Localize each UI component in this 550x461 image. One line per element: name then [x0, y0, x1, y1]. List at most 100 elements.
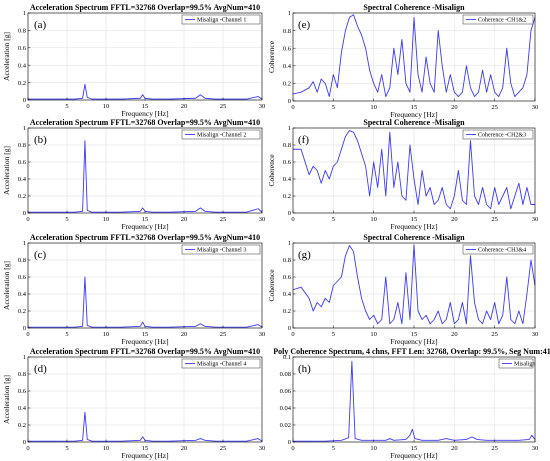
x-tick-label: 20 — [181, 445, 188, 452]
panel-letter: (c) — [34, 249, 47, 261]
x-tick-label: 25 — [491, 104, 498, 111]
y-tick-label: 0.1 — [283, 354, 291, 361]
y-tick-label: 1 — [23, 354, 26, 361]
x-tick-label: 0 — [291, 216, 294, 223]
x-tick-label: 15 — [411, 445, 418, 452]
x-tick-label: 25 — [220, 216, 227, 223]
y-axis-label: Acceleration [g] — [2, 32, 11, 81]
y-axis-label: Coherence — [267, 40, 276, 73]
x-tick-label: 0 — [291, 445, 294, 452]
x-axis-label: Frequency [Hz] — [121, 337, 168, 346]
series-line-g — [292, 244, 536, 325]
x-tick-label: 10 — [103, 216, 110, 223]
x-tick-label: 15 — [142, 445, 149, 452]
legend-box — [498, 358, 534, 369]
x-tick-label: 25 — [491, 331, 498, 338]
x-axis-label: Frequency [Hz] — [121, 451, 168, 460]
x-tick-label: 0 — [26, 331, 29, 338]
x-tick-label: 20 — [451, 104, 458, 111]
x-axis-label: Frequency [Hz] — [390, 337, 437, 346]
x-tick-label: 30 — [259, 103, 266, 110]
y-tick-label: 0 — [23, 325, 26, 332]
y-tick-label: 0.6 — [18, 45, 27, 52]
series-line-h — [293, 360, 536, 442]
y-tick-label: 0.4 — [18, 176, 27, 183]
y-tick-label: 0.8 — [283, 257, 291, 264]
panel-f: 0 5 10 15 20 25 30 0 0.2 0.4 0.6 0.8 1 Spectral Coher… — [267, 118, 538, 231]
y-tick-label: 0.4 — [283, 63, 292, 70]
panel-title: Spectral Coherence -Misalign — [363, 233, 465, 242]
legend-label: Misalign -Channel 2 — [197, 133, 246, 139]
x-tick-label: 5 — [65, 445, 68, 452]
y-tick-label: 0.6 — [18, 159, 27, 166]
x-tick-label: 5 — [332, 216, 335, 223]
legend-box — [462, 244, 534, 255]
y-tick-label: 0.4 — [18, 405, 27, 412]
panel-letter: (g) — [298, 249, 311, 261]
y-tick-label: 1 — [23, 240, 26, 247]
x-axis-label: Frequency [Hz] — [121, 222, 168, 231]
x-tick-label: 15 — [142, 331, 149, 338]
x-axis-label: Frequency [Hz] — [390, 451, 437, 460]
x-tick-label: 15 — [411, 104, 418, 111]
x-tick-label: 25 — [220, 445, 227, 452]
legend-label: Coherence -CH2&3 — [478, 133, 526, 139]
x-tick-label: 20 — [451, 331, 458, 338]
x-tick-label: 10 — [103, 445, 110, 452]
panel-a: 0 5 10 15 20 25 30 0 0.2 0.4 0.6 0.8 1 Acceleration S… — [2, 3, 265, 118]
y-tick-label: 0.02 — [280, 422, 291, 429]
x-tick-label: 5 — [332, 445, 335, 452]
y-tick-label: 0 — [288, 439, 291, 446]
y-axis-label: Acceleration [g] — [2, 261, 11, 310]
x-tick-label: 10 — [103, 331, 110, 338]
x-axis-label: Frequency [Hz] — [121, 109, 168, 118]
series-line-c — [28, 276, 263, 328]
y-tick-label: 0.2 — [18, 422, 26, 429]
panel-title: Acceleration Spectrum FFTL=32768 Overlap… — [30, 347, 260, 356]
y-tick-label: 0.8 — [18, 371, 26, 378]
x-tick-label: 0 — [26, 445, 29, 452]
panel-d: 0 5 10 15 20 25 30 0 0.2 0.4 0.6 0.8 1 Acceleration S… — [2, 347, 265, 460]
y-tick-label: 0.4 — [283, 291, 292, 298]
legend-box — [181, 14, 261, 25]
x-tick-label: 30 — [532, 331, 539, 338]
panel-title: Spectral Coherence -Misalign — [363, 118, 465, 127]
x-tick-label: 0 — [291, 104, 294, 111]
y-tick-label: 0 — [288, 325, 291, 332]
x-tick-label: 15 — [142, 216, 149, 223]
y-tick-label: 1 — [288, 10, 291, 17]
x-tick-label: 15 — [142, 103, 149, 110]
y-tick-label: 0.04 — [280, 405, 292, 412]
x-tick-label: 5 — [65, 216, 68, 223]
panel-e: 0 5 10 15 20 25 30 0 0.2 0.4 0.6 0.8 1 Spectral Coher… — [267, 3, 538, 119]
y-tick-label: 0.4 — [18, 291, 27, 298]
x-axis-label: Frequency [Hz] — [390, 222, 437, 231]
legend-box — [181, 129, 261, 140]
x-tick-label: 10 — [370, 445, 377, 452]
panel-g: 0 5 10 15 20 25 30 0 0.2 0.4 0.6 0.8 1 Spectral Coher… — [267, 233, 538, 346]
x-tick-label: 5 — [65, 103, 68, 110]
legend-label: Misalign — [514, 362, 535, 368]
panel-letter: (f) — [298, 134, 309, 146]
panel-letter: (a) — [34, 19, 47, 31]
y-tick-label: 0.8 — [283, 28, 291, 35]
y-tick-label: 0.8 — [18, 142, 26, 149]
panel-letter: (b) — [34, 134, 47, 146]
y-axis-label: Acceleration [g] — [2, 375, 11, 424]
panel-c: 0 5 10 15 20 25 30 0 0.2 0.4 0.6 0.8 1 Acceleration S… — [2, 233, 265, 346]
x-tick-label: 10 — [370, 331, 377, 338]
y-tick-label: 0.4 — [18, 62, 27, 69]
legend-box — [181, 358, 261, 369]
y-tick-label: 0.8 — [18, 257, 26, 264]
x-tick-label: 20 — [181, 103, 188, 110]
x-tick-label: 30 — [532, 104, 539, 111]
panel-b: 0 5 10 15 20 25 30 0 0.2 0.4 0.6 0.8 1 Acceleration S… — [2, 118, 265, 231]
y-tick-label: 0 — [23, 439, 26, 446]
y-tick-label: 1 — [288, 240, 291, 247]
y-tick-label: 0 — [288, 210, 291, 217]
x-tick-label: 25 — [491, 445, 498, 452]
y-tick-label: 0.6 — [18, 274, 27, 281]
y-tick-label: 0.4 — [283, 176, 292, 183]
x-tick-label: 10 — [370, 216, 377, 223]
y-tick-label: 0.6 — [283, 274, 292, 281]
